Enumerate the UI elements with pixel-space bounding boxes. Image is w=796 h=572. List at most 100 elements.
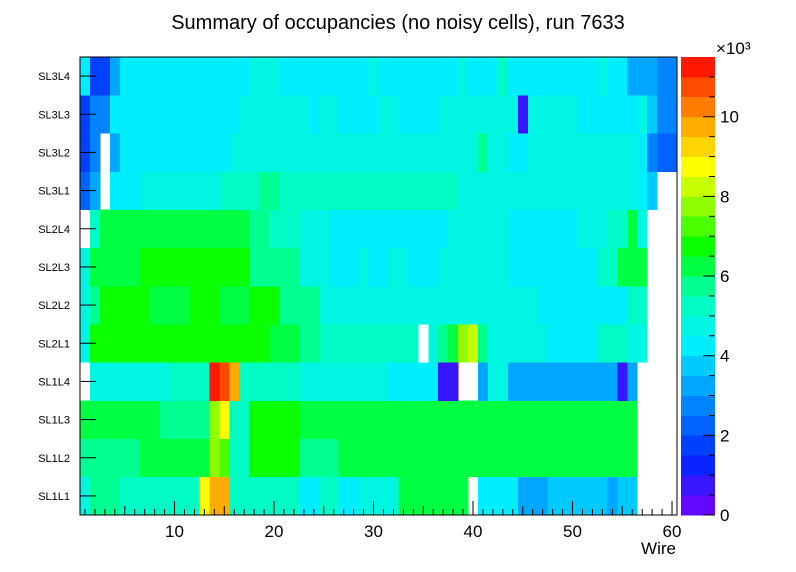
heatmap-cell [637, 209, 648, 249]
heatmap-cell [358, 247, 369, 287]
heatmap-cell [408, 362, 439, 401]
heatmap-cell [169, 324, 270, 363]
heatmap-cell [219, 400, 230, 440]
heatmap-cell [577, 209, 608, 249]
heatmap-cell [279, 171, 449, 211]
heatmap-cell [209, 362, 220, 401]
heatmap-cell [657, 57, 678, 96]
heatmap-cell [577, 95, 638, 134]
heatmap-cell [497, 57, 509, 96]
palette-band [681, 455, 715, 476]
heatmap-cell [99, 438, 141, 478]
heatmap-cell [448, 209, 509, 249]
z-tick-label: 2 [720, 426, 729, 445]
heatmap-cell [269, 209, 300, 249]
heatmap-cell [368, 57, 379, 96]
heatmap-cell [89, 362, 170, 401]
heatmap-cell [647, 95, 658, 134]
heatmap-cell [139, 247, 250, 287]
heatmap-cell [328, 209, 409, 249]
palette-band [681, 435, 715, 456]
heatmap-cell [328, 286, 379, 325]
palette-band [681, 196, 715, 217]
y-tick-label: SL1L2 [38, 453, 70, 465]
heatmap-cell [647, 57, 658, 96]
heatmap-cell [428, 324, 439, 363]
heatmap-cell [458, 476, 469, 516]
y-tick-label: SL3L2 [38, 147, 70, 159]
x-axis-label: Wire [641, 539, 676, 558]
heatmap-cell [617, 247, 648, 287]
x-tick-label: 50 [563, 522, 582, 541]
y-tick-label: SL1L1 [38, 491, 70, 503]
heatmap-cell [617, 476, 638, 516]
heatmap-cell [627, 286, 648, 325]
heatmap-cell [169, 362, 210, 401]
x-tick-label: 40 [464, 522, 483, 541]
heatmap-cell [398, 476, 459, 516]
heatmap-cell [468, 171, 539, 211]
heatmap-cell [249, 362, 300, 401]
heatmap-cell [478, 362, 489, 401]
heatmap-cell [219, 438, 230, 478]
heatmap-cell [517, 324, 549, 363]
heatmap-cell [298, 209, 330, 249]
plot-frame [79, 56, 678, 516]
heatmap-cell [109, 95, 240, 134]
heatmap-cell [647, 133, 658, 172]
heatmap-cell [259, 171, 280, 211]
y-tick-label: SL1L3 [38, 415, 70, 427]
x-tick-label: 20 [265, 522, 284, 541]
heatmap-cell [279, 57, 369, 96]
heatmap-cell [458, 171, 469, 211]
heatmap-cell [478, 476, 519, 516]
heatmap-cell [99, 209, 160, 249]
heatmap-cell [308, 95, 320, 134]
heatmap-cell [487, 133, 509, 172]
heatmap-cell [448, 171, 459, 211]
heatmap-cells [80, 57, 678, 516]
heatmap-cell [458, 57, 469, 96]
heatmap-cell [298, 324, 320, 363]
heatmap-cell [209, 476, 230, 516]
palette-band [681, 116, 715, 138]
palette-band [681, 216, 715, 237]
heatmap-cell [478, 324, 489, 363]
heatmap-cell [189, 171, 220, 211]
heatmap-cell [378, 95, 399, 134]
heatmap-cell [119, 247, 141, 287]
heatmap-cell [547, 476, 608, 516]
heatmap-cell [219, 362, 230, 401]
heatmap-cell [338, 476, 359, 516]
heatmap-cell [119, 57, 250, 96]
palette-band [681, 415, 715, 436]
y-tick-label: SL3L4 [38, 71, 70, 83]
palette-band [681, 495, 715, 516]
heatmap-cell [328, 400, 638, 440]
heatmap-cell [647, 171, 658, 211]
x-tick-label: 10 [165, 522, 184, 541]
heatmap-cell [209, 400, 220, 440]
heatmap-cell [229, 133, 479, 172]
heatmap-cell [159, 209, 180, 249]
heatmap-cell [438, 362, 459, 401]
y-tick-label: SL2L2 [38, 300, 70, 312]
palette-band [681, 355, 715, 377]
heatmap-cell [229, 438, 250, 478]
heatmap-cell [139, 438, 210, 478]
heatmap-cell [239, 95, 310, 134]
heatmap-cell [398, 95, 439, 134]
z-multiplier-label: ×10³ [716, 39, 751, 58]
chart-title: Summary of occupancies (no noisy cells),… [171, 12, 625, 34]
heatmap-cell [348, 95, 379, 134]
z-tick-label: 6 [720, 267, 729, 286]
palette-band [681, 375, 715, 396]
heatmap-cell [527, 95, 578, 134]
heatmap-cell [368, 247, 389, 287]
heatmap-cell [388, 362, 409, 401]
heatmap-cell [438, 95, 519, 134]
heatmap-cell [169, 133, 190, 172]
palette-band [681, 315, 715, 337]
palette-band [681, 295, 715, 317]
heatmap-cell [537, 286, 628, 325]
